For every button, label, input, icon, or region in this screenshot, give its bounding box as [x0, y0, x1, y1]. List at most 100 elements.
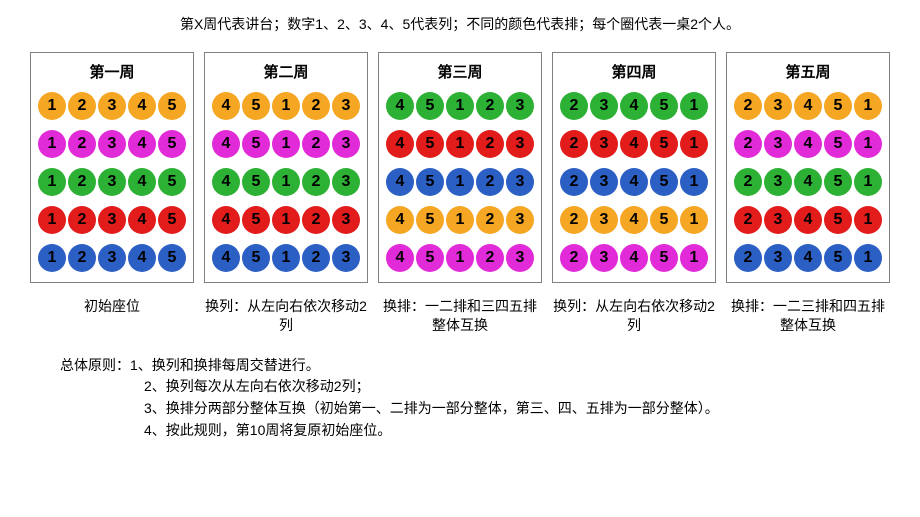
seat-circle: 4: [386, 130, 414, 158]
seat-circle: 5: [158, 168, 186, 196]
panel-caption: 换排：一二排和三四五排整体互换: [378, 297, 542, 335]
seat-circle: 3: [98, 92, 126, 120]
panel-rows: 4512345123451234512345123: [386, 92, 534, 272]
seat-row: 45123: [212, 168, 360, 196]
seat-circle: 1: [854, 206, 882, 234]
captions-row: 初始座位换列：从左向右依次移动2列换排：一二排和三四五排整体互换换列：从左向右依…: [30, 297, 890, 335]
seat-row: 45123: [386, 206, 534, 234]
seat-circle: 5: [158, 92, 186, 120]
seat-circle: 4: [128, 244, 156, 272]
seat-circle: 2: [476, 130, 504, 158]
seat-circle: 1: [38, 130, 66, 158]
seat-circle: 1: [854, 168, 882, 196]
seat-row: 45123: [212, 244, 360, 272]
seat-circle: 3: [506, 168, 534, 196]
seat-row: 45123: [386, 130, 534, 158]
seat-circle: 5: [242, 206, 270, 234]
seat-circle: 1: [446, 244, 474, 272]
seat-row: 23451: [560, 206, 708, 234]
seat-circle: 2: [560, 244, 588, 272]
seat-circle: 3: [506, 130, 534, 158]
seat-circle: 5: [158, 206, 186, 234]
principle-line: 总体原则：1、换列和换排每周交替进行。: [60, 355, 890, 377]
seat-circle: 3: [590, 92, 618, 120]
seat-circle: 4: [794, 206, 822, 234]
seat-circle: 3: [590, 130, 618, 158]
seat-circle: 4: [212, 244, 240, 272]
seat-circle: 1: [272, 206, 300, 234]
seat-circle: 4: [212, 130, 240, 158]
seat-circle: 1: [680, 168, 708, 196]
seat-circle: 1: [854, 92, 882, 120]
panel-title: 第五周: [785, 61, 830, 82]
principles-block: 总体原则：1、换列和换排每周交替进行。2、换列每次从左向右依次移动2列； 3、换排…: [60, 355, 890, 442]
seat-circle: 5: [416, 130, 444, 158]
seat-circle: 2: [560, 92, 588, 120]
panel-caption: 初始座位: [30, 297, 194, 335]
seat-circle: 5: [242, 168, 270, 196]
seat-circle: 2: [68, 244, 96, 272]
seat-circle: 5: [650, 92, 678, 120]
seat-circle: 1: [38, 206, 66, 234]
seat-circle: 1: [38, 244, 66, 272]
seat-circle: 3: [332, 168, 360, 196]
seat-circle: 4: [128, 206, 156, 234]
seat-row: 45123: [212, 92, 360, 120]
seat-circle: 1: [680, 92, 708, 120]
seat-circle: 4: [794, 168, 822, 196]
seat-circle: 3: [98, 168, 126, 196]
seat-circle: 4: [128, 92, 156, 120]
seat-circle: 5: [158, 130, 186, 158]
seat-circle: 3: [506, 92, 534, 120]
seat-circle: 2: [68, 206, 96, 234]
seat-circle: 2: [734, 168, 762, 196]
seat-circle: 3: [332, 206, 360, 234]
seat-circle: 5: [158, 244, 186, 272]
seat-circle: 1: [272, 244, 300, 272]
seat-row: 23451: [734, 92, 882, 120]
seat-circle: 1: [272, 168, 300, 196]
seat-row: 12345: [38, 244, 186, 272]
seat-row: 23451: [734, 244, 882, 272]
panel-caption: 换列：从左向右依次移动2列: [552, 297, 716, 335]
seat-circle: 1: [446, 206, 474, 234]
seat-circle: 2: [476, 206, 504, 234]
seat-circle: 3: [98, 206, 126, 234]
seat-circle: 3: [332, 130, 360, 158]
seat-circle: 5: [650, 206, 678, 234]
seat-circle: 5: [650, 168, 678, 196]
seat-circle: 1: [854, 244, 882, 272]
seat-circle: 3: [506, 244, 534, 272]
seat-circle: 4: [620, 92, 648, 120]
seat-circle: 5: [824, 92, 852, 120]
seat-circle: 3: [764, 206, 792, 234]
seat-circle: 1: [854, 130, 882, 158]
seat-circle: 4: [386, 206, 414, 234]
seat-circle: 2: [476, 168, 504, 196]
principle-text: 3、换排分两部分整体互换（初始第一、二排为一部分整体，第三、四、五排为一部分整体…: [144, 400, 719, 416]
seat-circle: 1: [680, 206, 708, 234]
panel-title: 第一周: [89, 61, 134, 82]
seat-circle: 4: [620, 130, 648, 158]
panel-rows: 2345123451234512345123451: [734, 92, 882, 272]
seat-circle: 2: [302, 244, 330, 272]
seat-circle: 3: [590, 244, 618, 272]
principle-text: 2、换列每次从左向右依次移动2列；: [144, 378, 370, 394]
seat-circle: 3: [764, 92, 792, 120]
seat-circle: 3: [590, 168, 618, 196]
seat-circle: 4: [212, 168, 240, 196]
seat-row: 12345: [38, 92, 186, 120]
seat-circle: 3: [98, 244, 126, 272]
panel-title: 第二周: [263, 61, 308, 82]
seat-circle: 4: [128, 130, 156, 158]
seat-circle: 5: [242, 130, 270, 158]
seat-circle: 1: [272, 130, 300, 158]
week-panel: 第四周2345123451234512345123451: [552, 52, 716, 283]
seat-circle: 2: [476, 244, 504, 272]
seat-circle: 1: [680, 130, 708, 158]
seat-circle: 4: [794, 92, 822, 120]
panel-caption: 换排：一二三排和四五排整体互换: [726, 297, 890, 335]
week-panel: 第一周1234512345123451234512345: [30, 52, 194, 283]
seat-circle: 5: [242, 244, 270, 272]
seat-row: 23451: [734, 206, 882, 234]
